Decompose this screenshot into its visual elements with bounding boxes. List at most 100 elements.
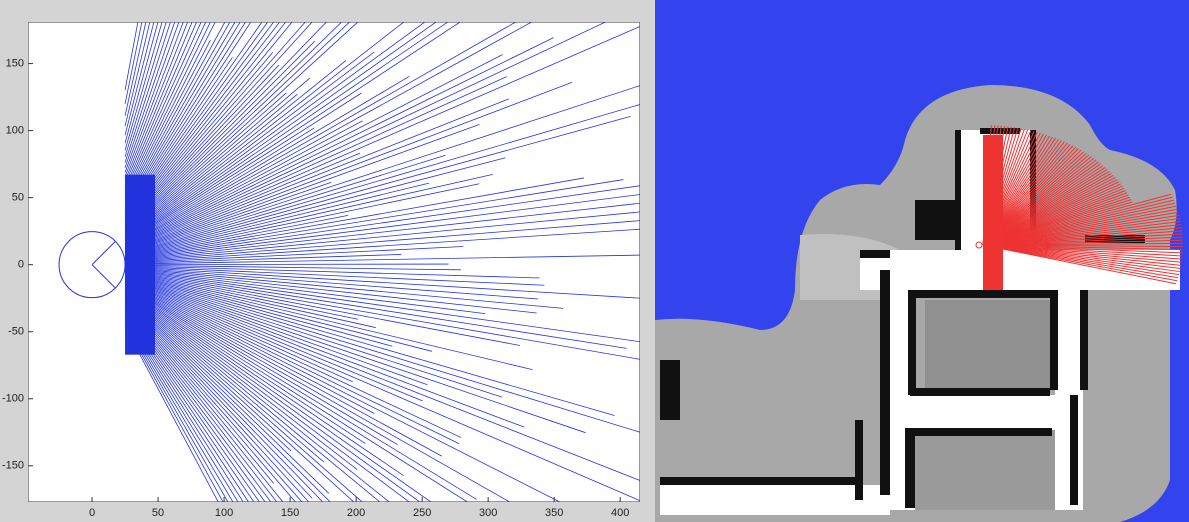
ray — [124, 270, 521, 346]
robot — [975, 241, 983, 249]
ray — [124, 0, 653, 250]
ray — [124, 120, 363, 248]
ray — [125, 263, 449, 266]
ray — [124, 51, 375, 241]
ray — [124, 37, 554, 249]
ray — [124, 269, 641, 360]
ray — [124, 77, 311, 237]
ray — [124, 0, 207, 189]
ray — [124, 289, 437, 522]
ray — [124, 311, 275, 522]
ray — [124, 273, 393, 347]
ray — [125, 265, 545, 286]
ray — [124, 283, 524, 511]
x-tick-label: 300 — [479, 507, 497, 519]
ray — [124, 115, 631, 256]
ray — [124, 0, 197, 182]
ray — [124, 0, 183, 168]
red-ray — [982, 208, 1178, 246]
ray — [124, 277, 695, 503]
red-ray — [982, 244, 1178, 282]
room — [925, 300, 1050, 390]
ray — [124, 157, 506, 257]
ray — [124, 274, 503, 398]
ray — [125, 266, 539, 300]
ray — [124, 180, 673, 261]
ray — [124, 312, 269, 522]
ray — [124, 281, 375, 414]
ray — [124, 0, 217, 195]
red-ray — [982, 196, 1173, 246]
ray — [124, 289, 358, 470]
mask — [28, 502, 650, 522]
ray — [124, 309, 281, 522]
ray — [124, 269, 627, 349]
ray — [124, 300, 328, 522]
ray — [124, 0, 212, 192]
ray — [124, 292, 325, 463]
ray — [124, 271, 376, 328]
ray — [124, 0, 238, 205]
ray — [124, 0, 468, 242]
ray — [124, 274, 658, 439]
ray — [125, 225, 686, 263]
ray — [124, 0, 333, 229]
x-tick-label: 150 — [281, 507, 299, 519]
red-fill — [983, 135, 1003, 290]
ray — [124, 0, 227, 200]
x-tick-label: 250 — [413, 507, 431, 519]
ray — [124, 285, 366, 444]
red-ray — [982, 227, 1182, 246]
ray — [124, 271, 359, 320]
x-tick-label: 100 — [215, 507, 233, 519]
ray — [124, 298, 343, 522]
red-ray — [982, 242, 1183, 246]
red-ray — [982, 199, 1174, 246]
y-tick-label: -100 — [2, 393, 24, 405]
ray — [124, 272, 433, 352]
red-ray — [982, 244, 1182, 266]
ray — [124, 0, 481, 243]
ray — [124, 0, 383, 235]
ray — [124, 267, 537, 314]
ray — [124, 296, 330, 494]
ray — [124, 0, 374, 234]
ray — [124, 76, 507, 251]
ray — [125, 254, 402, 264]
ray — [124, 0, 365, 233]
corridor — [660, 485, 890, 515]
red-ray — [982, 244, 1183, 260]
red-ray — [982, 233, 1183, 246]
ray — [124, 308, 287, 522]
y-tick-label: -50 — [8, 326, 24, 338]
ray — [124, 183, 480, 259]
red-ray — [982, 205, 1177, 246]
ray — [124, 154, 446, 255]
ray — [124, 8, 154, 127]
corridor — [1055, 260, 1083, 510]
ray — [124, 284, 477, 500]
ray — [125, 246, 464, 264]
robot-heading — [91, 264, 116, 289]
mask — [28, 0, 650, 22]
y-tick-label: 100 — [6, 125, 24, 137]
ray — [124, 276, 428, 386]
ray — [124, 0, 702, 251]
red-ray — [982, 236, 1183, 246]
laser-rays — [28, 0, 775, 522]
ray — [124, 0, 178, 163]
ray — [124, 318, 251, 522]
x-tick-label: 350 — [545, 507, 563, 519]
x-tick-label: 0 — [89, 507, 95, 519]
x-tick-label: 50 — [152, 507, 164, 519]
ray — [124, 0, 143, 91]
ray — [124, 272, 533, 370]
ray — [124, 290, 416, 522]
red-ray — [982, 239, 1183, 246]
ray — [124, 101, 651, 256]
ray — [124, 283, 398, 446]
ray — [124, 182, 430, 258]
ray — [124, 0, 243, 207]
red-ray — [982, 214, 1180, 246]
